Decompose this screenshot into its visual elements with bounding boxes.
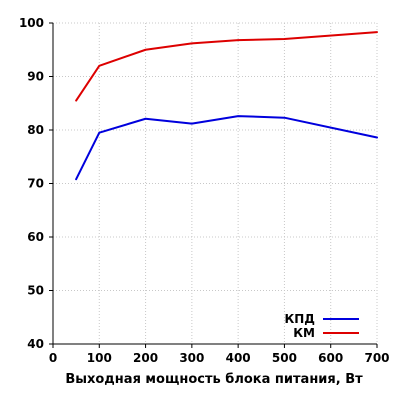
x-axis-ticks: 0 100 200 300 400 500 600 700	[49, 344, 390, 365]
x-tick-label: 500	[272, 351, 297, 365]
x-axis-title: Выходная мощность блока питания, Вт	[65, 372, 363, 387]
y-tick-label: 60	[27, 230, 44, 244]
x-tick-label: 300	[179, 351, 204, 365]
y-tick-label: 70	[27, 177, 44, 191]
series-group	[75, 31, 378, 181]
x-tick-label: 700	[364, 351, 389, 365]
y-axis-ticks: 40 50 60 70 80 90 100	[19, 16, 53, 351]
y-tick-label: 80	[27, 123, 44, 137]
x-tick-label: 0	[49, 351, 57, 365]
series-line-1	[75, 115, 378, 181]
series-line-2	[75, 31, 378, 102]
legend-label: КПД	[284, 312, 315, 326]
y-tick-label: 100	[19, 16, 44, 30]
legend-label: КМ	[293, 326, 315, 340]
x-tick-label: 100	[87, 351, 112, 365]
x-tick-label: 400	[226, 351, 251, 365]
y-tick-label: 50	[27, 284, 44, 298]
x-tick-label: 600	[318, 351, 343, 365]
x-tick-label: 200	[133, 351, 158, 365]
grid	[53, 22, 378, 344]
y-tick-label: 90	[27, 70, 44, 84]
y-tick-label: 40	[27, 337, 44, 351]
